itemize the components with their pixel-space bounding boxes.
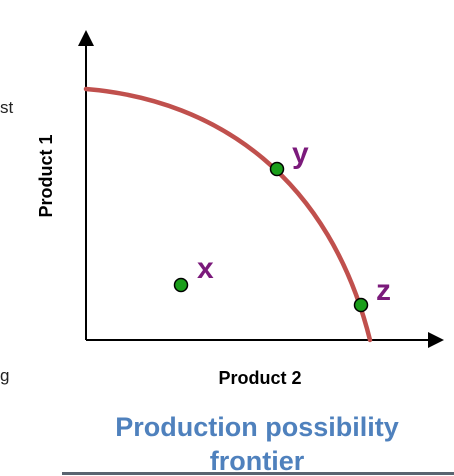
y-axis-label: Product 1 xyxy=(36,134,56,217)
caption-line-2: frontier xyxy=(209,446,305,476)
bottom-divider xyxy=(62,472,454,475)
caption-line-1: Production possibility xyxy=(115,412,399,442)
production-possibility-curve xyxy=(83,86,373,343)
point-y-marker xyxy=(269,161,285,177)
point-x-label: x xyxy=(197,252,214,285)
point-z-marker xyxy=(353,297,369,313)
cropped-text-fragment-bottom: g xyxy=(0,366,9,385)
cropped-text-fragment-top: st xyxy=(0,98,14,117)
point-z-label: z xyxy=(376,274,391,307)
point-x-marker xyxy=(173,277,189,293)
x-axis-label: Product 2 xyxy=(218,368,301,388)
point-y-label: y xyxy=(292,137,309,170)
